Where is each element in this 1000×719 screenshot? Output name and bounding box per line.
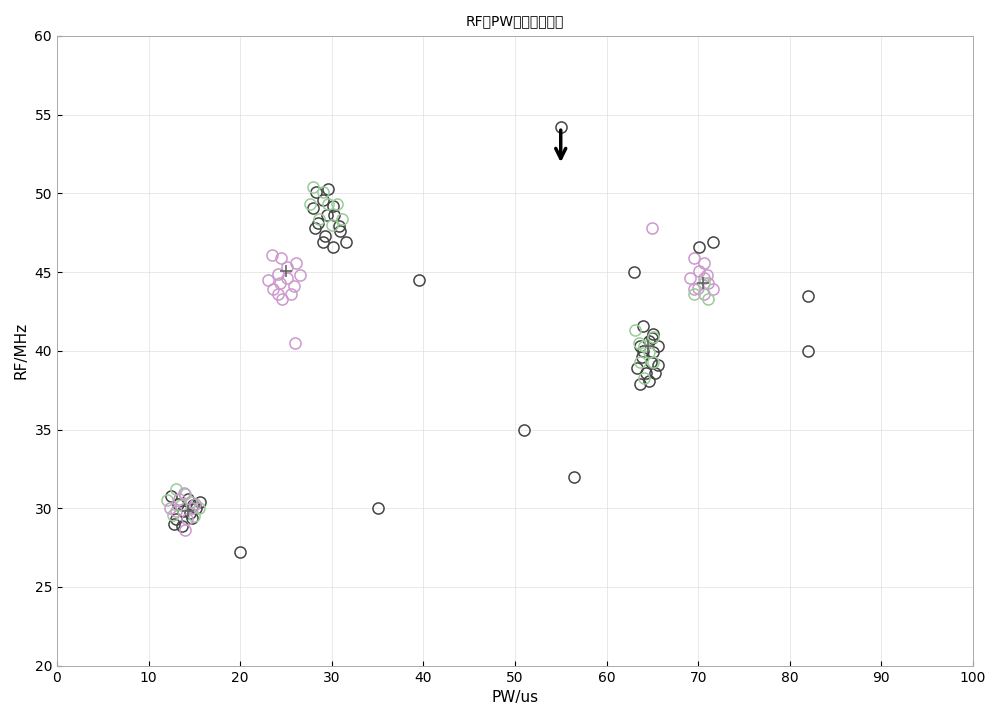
Y-axis label: RF/MHz: RF/MHz [14,322,29,380]
Title: RF与PW联合聚类分选: RF与PW联合聚类分选 [466,14,564,28]
X-axis label: PW/us: PW/us [491,690,538,705]
